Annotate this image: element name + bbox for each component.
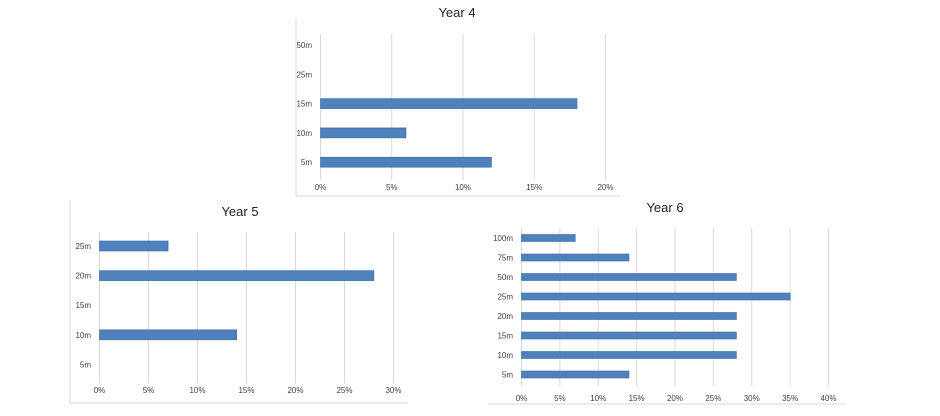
year4-y-tick-label: 50m xyxy=(296,41,312,50)
year4-y-tick-label: 10m xyxy=(296,129,312,138)
year5-y-tick-label: 20m xyxy=(75,272,91,281)
year5-bar xyxy=(99,270,375,281)
year6-y-tick-label: 20m xyxy=(497,312,513,321)
year4-x-tick-label: 15% xyxy=(526,183,542,192)
year6-y-tick-label: 75m xyxy=(497,254,513,263)
year5-y-tick-label: 10m xyxy=(75,331,91,340)
year6-chart: Year 6 0% 5% 10% 15% 20% 25% 30% 35% 40% 5m 10m 15m… xyxy=(493,200,837,403)
year6-x-tick-label: 5% xyxy=(554,394,566,403)
year5-bar xyxy=(99,329,237,341)
year6-bar xyxy=(521,253,630,262)
year4-x-tick-label: 5% xyxy=(386,183,398,192)
year4-y-tick-label: 5m xyxy=(301,158,312,167)
year6-y-tick-label: 100m xyxy=(493,234,513,243)
year6-x-tick-label: 0% xyxy=(516,394,528,403)
year5-y-tick-label: 5m xyxy=(80,360,91,369)
year6-x-tick-label: 10% xyxy=(590,394,606,403)
year5-y-tick-label: 15m xyxy=(75,301,91,310)
year6-x-tick-label: 15% xyxy=(629,394,645,403)
year5-x-tick-label: 30% xyxy=(385,386,401,395)
year4-x-tick-label: 0% xyxy=(315,183,327,192)
year6-bar xyxy=(521,351,737,359)
year6-bar xyxy=(521,370,630,379)
year5-x-tick-label: 25% xyxy=(336,386,352,395)
year4-bar xyxy=(320,98,578,109)
year6-bar xyxy=(521,331,737,340)
year6-title: Year 6 xyxy=(646,200,683,215)
year4-title: Year 4 xyxy=(438,5,475,20)
year5-bar xyxy=(99,240,169,252)
year4-x-tick-label: 10% xyxy=(455,183,471,192)
year5-title: Year 5 xyxy=(221,204,258,219)
year5-x-tick-label: 15% xyxy=(238,386,254,395)
year4-bar xyxy=(320,127,407,139)
year6-bar xyxy=(521,312,737,320)
year4-x-tick-label: 20% xyxy=(597,183,613,192)
year5-x-tick-label: 5% xyxy=(143,386,155,395)
year4-chart: Year 4 0% 5% 10% 15% 20% 5m 10m 15m 25m 50m xyxy=(296,5,613,192)
year4-y-tick-label: 25m xyxy=(296,70,312,79)
year6-x-tick-label: 40% xyxy=(820,394,836,403)
year6-x-tick-label: 30% xyxy=(744,394,760,403)
year5-x-tick-label: 0% xyxy=(94,386,106,395)
year4-y-tick-label: 15m xyxy=(296,100,312,109)
year6-x-tick-label: 35% xyxy=(782,394,798,403)
year6-bar xyxy=(521,292,791,301)
year6-bar xyxy=(521,273,737,281)
year5-x-tick-label: 10% xyxy=(189,386,205,395)
year6-bar xyxy=(521,234,576,242)
year6-y-tick-label: 10m xyxy=(497,351,513,360)
year6-y-tick-label: 15m xyxy=(497,332,513,341)
year4-frame xyxy=(295,18,620,197)
year6-x-tick-label: 20% xyxy=(667,394,683,403)
year6-y-tick-label: 25m xyxy=(497,293,513,302)
year5-frame xyxy=(69,200,408,404)
year5-chart: Year 5 0% 5% 10% 15% 20% 25% 30% 5m 10m 15m 20m 25m xyxy=(75,204,401,395)
year5-y-tick-label: 25m xyxy=(75,242,91,251)
year6-x-tick-label: 25% xyxy=(705,394,721,403)
year6-y-tick-label: 5m xyxy=(502,371,513,380)
year6-y-tick-label: 50m xyxy=(497,273,513,282)
year5-x-tick-label: 20% xyxy=(287,386,303,395)
year4-bar xyxy=(320,156,492,168)
